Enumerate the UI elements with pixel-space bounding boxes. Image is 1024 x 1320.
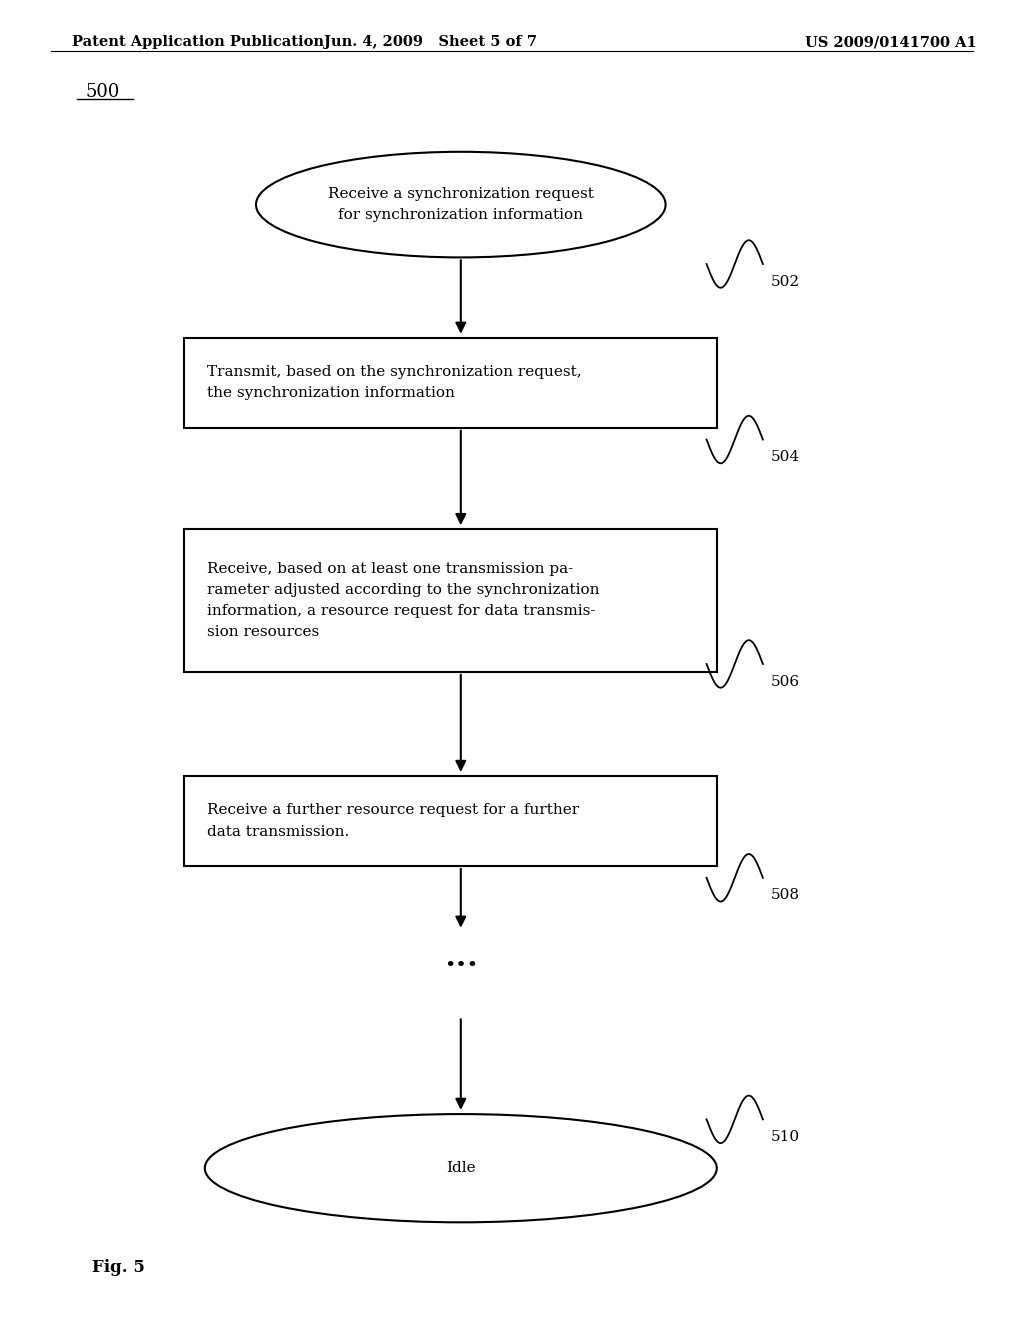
Text: 510: 510 <box>771 1130 800 1144</box>
Text: Idle: Idle <box>446 1162 475 1175</box>
Text: Receive a synchronization request
for synchronization information: Receive a synchronization request for sy… <box>328 187 594 222</box>
Text: 502: 502 <box>771 275 800 289</box>
Text: 506: 506 <box>771 675 800 689</box>
Text: Fig. 5: Fig. 5 <box>92 1259 145 1275</box>
Text: Transmit, based on the synchronization request,
the synchronization information: Transmit, based on the synchronization r… <box>207 366 582 400</box>
Text: •••: ••• <box>443 957 478 975</box>
Text: Receive, based on at least one transmission pa-
rameter adjusted according to th: Receive, based on at least one transmiss… <box>207 562 599 639</box>
Text: 504: 504 <box>771 450 800 465</box>
Text: Jun. 4, 2009   Sheet 5 of 7: Jun. 4, 2009 Sheet 5 of 7 <box>324 36 537 49</box>
Text: Patent Application Publication: Patent Application Publication <box>72 36 324 49</box>
Text: 508: 508 <box>771 888 800 903</box>
Text: Receive a further resource request for a further
data transmission.: Receive a further resource request for a… <box>207 804 579 838</box>
Text: 500: 500 <box>85 83 120 102</box>
Text: US 2009/0141700 A1: US 2009/0141700 A1 <box>805 36 977 49</box>
